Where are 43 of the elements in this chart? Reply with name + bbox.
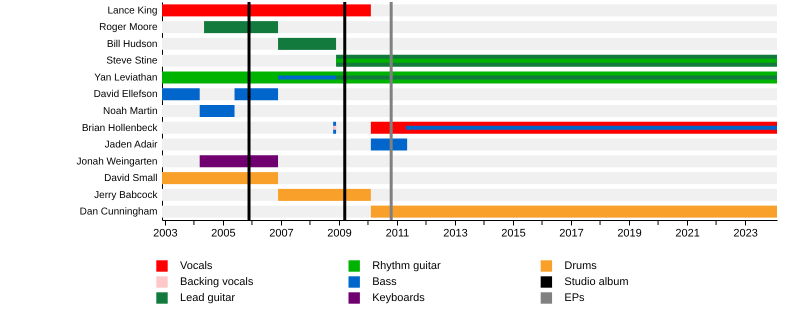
x-tick-label: 2017	[559, 228, 584, 240]
y-tick-label: Noah Martin	[103, 106, 158, 117]
legend-label: Bass	[372, 276, 398, 288]
x-tick-label: 2007	[269, 228, 294, 240]
y-tick-label: Steve Stine	[106, 56, 158, 67]
y-tick-label: Yan Leviathan	[94, 72, 158, 84]
x-tick-label: 2013	[443, 228, 468, 240]
y-tick-label: Dan Cunningham	[80, 206, 158, 218]
legend-label: Lead guitar	[180, 292, 236, 304]
bar	[333, 126, 336, 130]
y-tick-label: Bill Hudson	[106, 38, 158, 50]
legend-label: Vocals	[180, 260, 213, 272]
x-tick-label: 2023	[733, 228, 758, 240]
bar	[162, 88, 200, 100]
bar	[370, 138, 408, 151]
x-tick-label: 2021	[675, 228, 700, 240]
legend-label: Studio album	[564, 276, 629, 288]
y-tick-label: Lance King	[107, 5, 158, 16]
y-tick-label: Jonah Weingarten	[76, 156, 158, 168]
x-tick-label: 2009	[327, 228, 352, 240]
y-tick-label: David Ellefson	[94, 89, 158, 100]
legend-label: Keyboards	[372, 292, 426, 304]
x-tick-label: 2015	[501, 228, 526, 240]
x-tick-label: 2003	[153, 228, 178, 240]
bar	[200, 155, 278, 168]
y-tick-label: Jerry Babcock	[94, 190, 158, 201]
y-tick-label: Roger Moore	[99, 22, 158, 34]
legend-label: Backing vocals	[180, 276, 254, 288]
bar	[234, 88, 278, 100]
bar	[204, 21, 278, 34]
bar	[200, 105, 235, 117]
y-tick-label: Brian Hollenbeck	[82, 122, 158, 134]
x-tick-label: 2011	[386, 228, 410, 240]
y-tick-label: David Small	[104, 173, 158, 184]
y-tick-label: Jaden Adair	[104, 140, 158, 151]
bar	[162, 172, 278, 184]
legend-label: EPs	[564, 292, 586, 304]
legend-label: Rhythm guitar	[372, 260, 441, 272]
x-tick-label: 2005	[211, 228, 236, 240]
legend-label: Drums	[564, 260, 598, 272]
bar	[278, 188, 371, 201]
bar	[278, 38, 336, 50]
x-tick-label: 2019	[617, 228, 642, 240]
